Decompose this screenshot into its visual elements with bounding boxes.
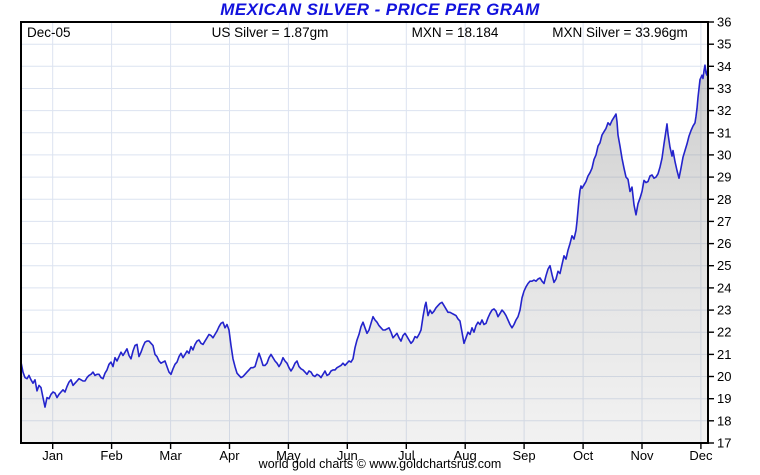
y-tick-label: 28: [717, 192, 731, 207]
y-tick-label: 24: [717, 280, 731, 295]
y-tick-label: 33: [717, 81, 731, 96]
us-silver-value: US Silver = 1.87gm: [211, 25, 329, 40]
x-tick-label: Sep: [513, 448, 536, 463]
y-tick-label: 32: [717, 103, 731, 118]
y-tick-label: 26: [717, 236, 731, 251]
price-line: [20, 64, 709, 408]
y-tick-label: 30: [717, 147, 731, 162]
y-tick-label: 21: [717, 347, 731, 362]
y-tick-label: 31: [717, 125, 731, 140]
y-tick-label: 18: [717, 413, 731, 428]
y-tick-label: 29: [717, 170, 731, 185]
y-tick-label: 25: [717, 258, 731, 273]
x-tick-label: Apr: [219, 448, 240, 463]
x-tick-label: Jul: [398, 448, 415, 463]
x-tick-label: Dec: [689, 448, 713, 463]
mxn-rate-value: MXN = 18.184: [411, 25, 499, 40]
y-tick-label: 27: [717, 214, 731, 229]
y-tick-label: 22: [717, 325, 731, 340]
x-tick-label: Aug: [454, 448, 477, 463]
y-tick-label: 19: [717, 391, 731, 406]
y-tick-label: 17: [717, 436, 731, 451]
x-tick-label: Nov: [630, 448, 654, 463]
x-tick-label: May: [276, 448, 301, 463]
plot-border: [20, 21, 709, 444]
x-tick-label: Jan: [42, 448, 63, 463]
x-tick-label: Feb: [100, 448, 122, 463]
credit-text: world gold charts © www.goldchartsrus.co…: [258, 457, 502, 471]
y-tick-label: 35: [717, 37, 731, 52]
area-fill: [21, 65, 708, 443]
chart-title: MEXICAN SILVER - PRICE PER GRAM: [220, 0, 540, 19]
y-tick-label: 34: [717, 59, 731, 74]
mxn-silver-value: MXN Silver = 33.96gm: [552, 25, 688, 40]
y-tick-label: 20: [717, 369, 731, 384]
x-tick-label: Mar: [159, 448, 182, 463]
y-tick-label: 36: [717, 15, 731, 30]
x-tick-label: Jun: [337, 448, 358, 463]
y-tick-label: 23: [717, 303, 731, 318]
x-tick-label: Oct: [573, 448, 594, 463]
period-start-label: Dec-05: [27, 25, 71, 40]
